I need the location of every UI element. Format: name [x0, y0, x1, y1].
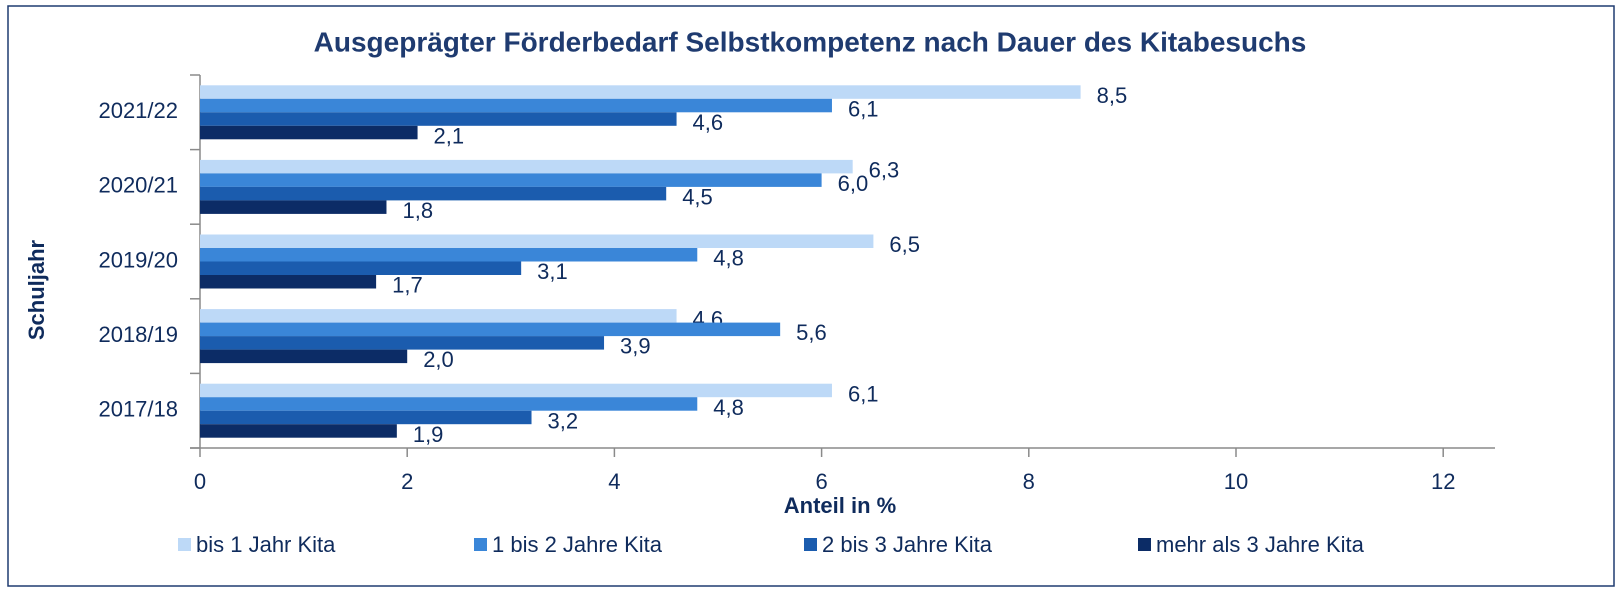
legend-swatch [1138, 538, 1151, 551]
legend-swatch [178, 538, 191, 551]
x-tick-label: 6 [815, 469, 827, 494]
data-label: 1,9 [413, 422, 444, 447]
legend-label: 2 bis 3 Jahre Kita [822, 532, 993, 557]
bar [200, 322, 781, 337]
data-label: 6,5 [889, 232, 920, 257]
y-axis-title: Schuljahr [24, 239, 49, 340]
bar [200, 275, 377, 289]
bar [200, 98, 832, 113]
bar [200, 261, 522, 275]
y-tick-label: 2018/19 [98, 322, 178, 347]
data-label: 4,6 [693, 110, 724, 135]
data-label: 3,2 [548, 408, 579, 433]
data-label: 6,1 [848, 96, 879, 121]
data-label: 6,3 [869, 157, 900, 182]
x-tick-label: 10 [1224, 469, 1248, 494]
bar [200, 410, 532, 425]
y-tick-label: 2017/18 [98, 397, 178, 422]
x-tick-label: 12 [1431, 469, 1455, 494]
x-tick-label: 0 [194, 469, 206, 494]
data-label: 3,9 [620, 334, 651, 359]
bar [200, 173, 822, 187]
data-label: 1,7 [392, 273, 423, 298]
chart-title: Ausgeprägter Förderbedarf Selbstkompeten… [314, 26, 1307, 57]
bar [200, 309, 677, 323]
y-tick-label: 2019/20 [98, 247, 178, 272]
data-label: 2,0 [423, 347, 454, 372]
legend-label: mehr als 3 Jahre Kita [1156, 532, 1365, 557]
data-label: 4,8 [713, 395, 744, 420]
x-tick-label: 4 [608, 469, 620, 494]
bar [200, 397, 698, 411]
bar [200, 349, 408, 364]
data-label: 6,0 [838, 171, 869, 196]
bar [200, 159, 853, 174]
bar [200, 336, 605, 350]
legend-label: 1 bis 2 Jahre Kita [492, 532, 663, 557]
bar [200, 125, 418, 140]
data-label: 3,1 [537, 259, 568, 284]
x-tick-label: 8 [1023, 469, 1035, 494]
bar [200, 234, 874, 248]
data-label: 8,5 [1097, 83, 1128, 108]
bar [200, 186, 667, 201]
data-label: 6,1 [848, 381, 879, 406]
x-tick-label: 2 [401, 469, 413, 494]
y-tick-label: 2020/21 [98, 173, 178, 198]
bar [200, 383, 832, 398]
data-label: 1,8 [402, 198, 433, 223]
legend-swatch [804, 538, 817, 551]
bar [200, 200, 387, 214]
bar [200, 248, 698, 262]
legend-label: bis 1 Jahr Kita [196, 532, 336, 557]
data-label: 4,8 [713, 246, 744, 271]
bar [200, 85, 1081, 99]
x-axis-title: Anteil in % [784, 493, 896, 518]
bar [200, 112, 677, 126]
data-label: 4,5 [682, 184, 713, 209]
legend-swatch [474, 538, 487, 551]
bar [200, 424, 397, 438]
data-label: 5,6 [796, 320, 827, 345]
data-label: 2,1 [434, 123, 465, 148]
y-tick-label: 2021/22 [98, 98, 178, 123]
